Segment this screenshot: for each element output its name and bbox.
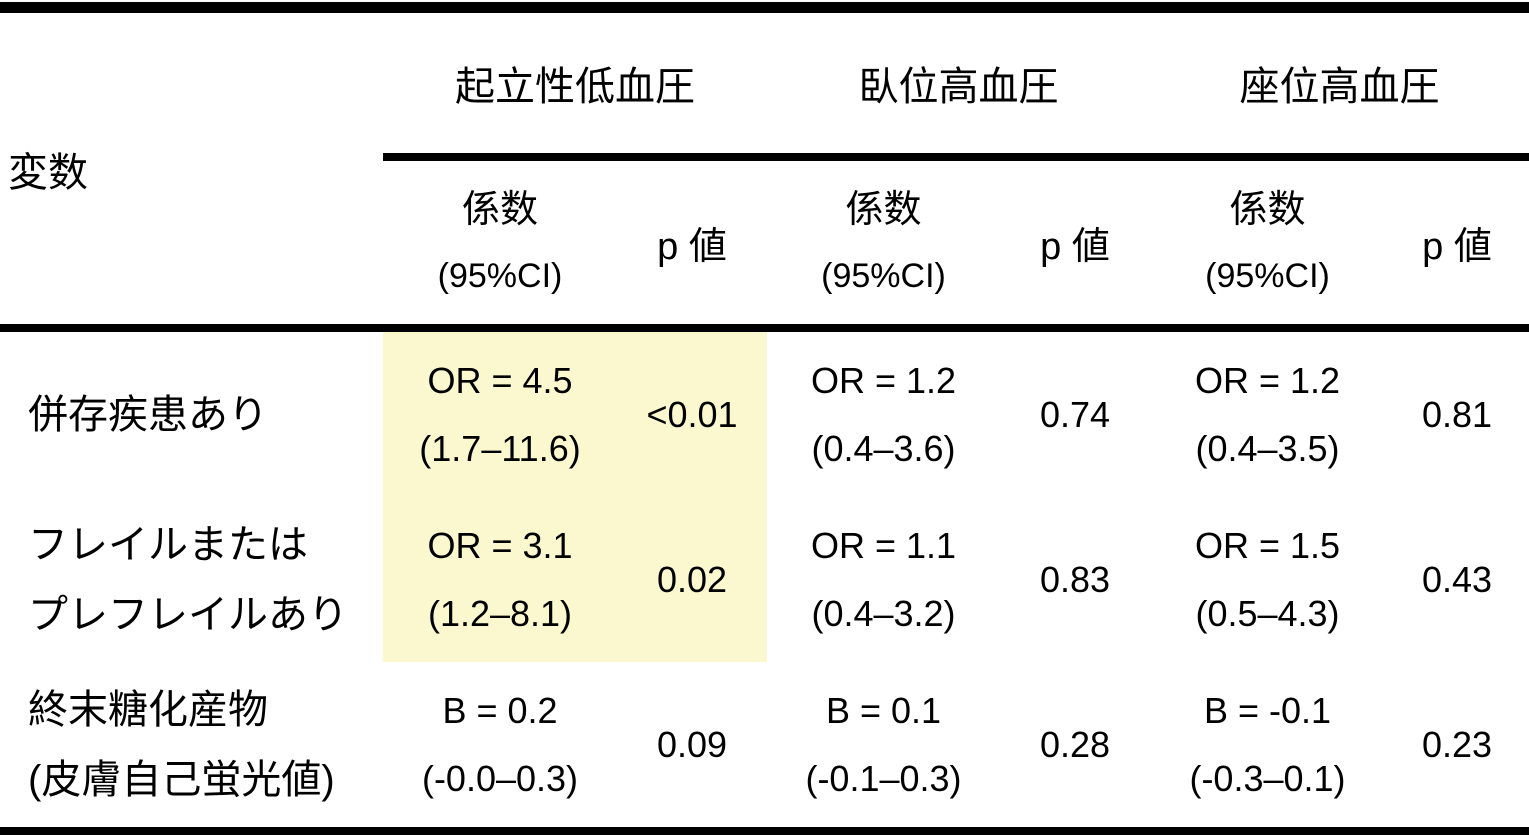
ci-value: (-0.3–0.1) bbox=[1189, 757, 1346, 799]
row-label: 終末糖化産物 (皮膚自己蛍光値) bbox=[0, 662, 383, 833]
row-label: 併存疾患あり bbox=[0, 324, 383, 497]
p-value-cell: 0.83 bbox=[1039, 558, 1111, 600]
estimate-value: B = -0.1 bbox=[1203, 689, 1332, 731]
p-value-cell: 0.81 bbox=[1385, 324, 1529, 497]
table-row-frailty: フレイルまたは プレフレイルあり OR = 3.1 (1.2–8.1) 0.02… bbox=[0, 497, 1529, 662]
p-value-cell: 0.43 bbox=[1421, 558, 1493, 600]
p-value-header-group3: p 値 bbox=[1422, 226, 1492, 268]
row-label-line: プレフレイルあり bbox=[28, 592, 348, 637]
group-header-row: 変数 起立性低血圧 臥位高血圧 座位高血圧 bbox=[0, 7, 1529, 195]
ci-value: (1.7–11.6) bbox=[419, 427, 581, 469]
p-value-header-group1: p 値 bbox=[657, 226, 727, 268]
ci-value: (0.4–3.6) bbox=[811, 427, 956, 469]
p-value-cell: 0.02 bbox=[617, 497, 767, 662]
coefficient-label: 係数 bbox=[461, 188, 538, 231]
coef-cell: OR = 1.2 (0.4–3.5) bbox=[1150, 324, 1385, 497]
coefficient-header-group1: 係数 (95%CI) bbox=[383, 157, 617, 328]
coefficient-header-group3: 係数 (95%CI) bbox=[1150, 157, 1385, 328]
row-label-line: フレイルまたは bbox=[28, 522, 308, 567]
ci-label: (95%CI) bbox=[821, 256, 946, 295]
p-value-cell: 0.09 bbox=[656, 723, 728, 765]
sub-header-row: 係数 (95%CI) p 値 係数 (95%CI) p 値 係数 (95%CI)… bbox=[0, 157, 1529, 328]
coefficient-label: 係数 bbox=[1229, 188, 1306, 231]
ci-value: (1.2–8.1) bbox=[427, 592, 573, 634]
p-value-cell: 0.28 bbox=[1039, 723, 1111, 765]
variable-column-header: 変数 bbox=[8, 150, 88, 195]
coef-cell: OR = 1.2 (0.4–3.6) bbox=[767, 324, 1000, 497]
estimate-value: OR = 1.1 bbox=[810, 524, 957, 566]
ci-value: (0.4–3.5) bbox=[1195, 427, 1340, 469]
ci-label: (95%CI) bbox=[1205, 256, 1330, 295]
table-row-comorbidity: 併存疾患あり OR = 4.5 (1.7–11.6) <0.01 OR = 1.… bbox=[0, 324, 1529, 497]
p-value-header-group2: p 値 bbox=[1040, 226, 1110, 268]
row-label-line: (皮膚自己蛍光値) bbox=[28, 757, 335, 802]
ci-value: (-0.1–0.3) bbox=[805, 757, 962, 799]
ci-value: (0.5–4.3) bbox=[1195, 592, 1340, 634]
coef-cell: OR = 1.5 (0.5–4.3) bbox=[1150, 497, 1385, 662]
coef-cell: B = 0.1 (-0.1–0.3) bbox=[767, 662, 1000, 833]
row-label: フレイルまたは プレフレイルあり bbox=[0, 497, 383, 662]
coef-cell: B = -0.1 (-0.3–0.1) bbox=[1150, 662, 1385, 833]
coefficient-label: 係数 bbox=[845, 188, 922, 231]
group-header-supine-hypertension: 臥位高血圧 bbox=[767, 7, 1150, 161]
coefficient-header-group2: 係数 (95%CI) bbox=[767, 157, 1000, 328]
estimate-value: OR = 1.2 bbox=[1194, 359, 1341, 401]
group-header-seated-hypertension: 座位高血圧 bbox=[1150, 7, 1529, 161]
coef-cell: B = 0.2 (-0.0–0.3) bbox=[383, 662, 617, 833]
estimate-value: B = 0.1 bbox=[825, 689, 942, 731]
row-label-line: 終末糖化産物 bbox=[28, 687, 268, 732]
ci-label: (95%CI) bbox=[437, 256, 563, 295]
ci-value: (-0.0–0.3) bbox=[421, 757, 579, 799]
coef-cell: OR = 4.5 (1.7–11.6) bbox=[383, 324, 617, 497]
p-value-cell: 0.74 bbox=[1000, 324, 1150, 497]
coef-cell: OR = 3.1 (1.2–8.1) bbox=[383, 497, 617, 662]
estimate-value: B = 0.2 bbox=[442, 689, 558, 731]
row-label-line: 併存疾患あり bbox=[28, 392, 268, 437]
estimate-value: OR = 3.1 bbox=[427, 524, 573, 566]
table-row-ages: 終末糖化産物 (皮膚自己蛍光値) B = 0.2 (-0.0–0.3) 0.09… bbox=[0, 662, 1529, 833]
estimate-value: OR = 1.5 bbox=[1194, 524, 1341, 566]
p-value-cell: 0.23 bbox=[1421, 723, 1493, 765]
ci-value: (0.4–3.2) bbox=[811, 592, 956, 634]
estimate-value: OR = 1.2 bbox=[810, 359, 957, 401]
coef-cell: OR = 1.1 (0.4–3.2) bbox=[767, 497, 1000, 662]
estimate-value: OR = 4.5 bbox=[427, 359, 573, 401]
group-header-orthostatic-hypotension: 起立性低血圧 bbox=[383, 7, 767, 161]
p-value-cell: <0.01 bbox=[617, 324, 767, 497]
